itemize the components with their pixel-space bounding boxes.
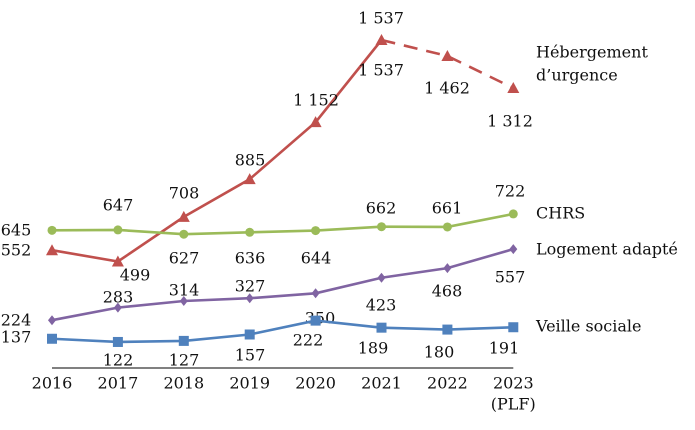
circle-marker <box>245 227 255 237</box>
x-tick-label: 2018 <box>163 374 204 393</box>
square-marker <box>178 335 189 346</box>
data-label: 1 537 <box>358 61 404 80</box>
data-label: 1 537 <box>358 9 404 28</box>
x-tick-sublabel: (PLF) <box>491 395 536 414</box>
diamond-marker <box>311 288 320 299</box>
data-label: 468 <box>432 282 463 301</box>
data-label: 314 <box>169 281 200 300</box>
square-marker <box>508 322 519 333</box>
data-label: 644 <box>301 249 332 268</box>
data-label: 423 <box>366 296 397 315</box>
circle-marker <box>377 222 386 232</box>
data-label: 662 <box>366 199 397 218</box>
data-label: 1 312 <box>487 112 533 131</box>
data-label: 224 <box>1 311 32 330</box>
x-tick-label: 2023 <box>493 374 534 393</box>
circle-marker <box>442 222 452 232</box>
x-tick-label: 2016 <box>32 374 73 393</box>
data-label: 327 <box>235 277 266 296</box>
diamond-marker <box>443 263 452 274</box>
data-label: 885 <box>235 151 266 170</box>
data-label: 222 <box>293 331 324 350</box>
data-label: 191 <box>489 339 520 358</box>
series-line <box>51 247 514 322</box>
data-label: 157 <box>235 346 266 365</box>
data-label: 127 <box>169 351 200 370</box>
data-label: 722 <box>495 182 526 201</box>
data-label: 661 <box>432 199 463 218</box>
data-label: 708 <box>169 184 200 203</box>
legend-label: CHRS <box>536 204 585 223</box>
triangle-marker <box>46 244 58 256</box>
legend-label: Logement adapté <box>536 240 678 259</box>
series-line <box>51 319 514 344</box>
square-marker <box>310 315 321 326</box>
diamond-marker <box>113 302 122 313</box>
circle-marker <box>179 229 189 239</box>
legend-label: Hébergement <box>536 43 648 62</box>
square-marker <box>376 322 387 333</box>
diamond-marker <box>179 295 188 306</box>
triangle-marker <box>243 173 256 185</box>
series-line <box>51 212 514 236</box>
triangle-marker <box>375 34 388 45</box>
data-label: 180 <box>424 343 455 362</box>
circle-marker <box>311 226 321 236</box>
x-tick-label: 2017 <box>98 374 139 393</box>
data-label: 552 <box>1 241 32 260</box>
square-marker <box>244 329 255 340</box>
triangle-marker <box>507 82 520 94</box>
diamond-marker <box>48 315 56 326</box>
square-marker <box>112 336 123 347</box>
legend-label: Veille sociale <box>535 317 642 336</box>
data-label: 647 <box>103 196 134 215</box>
data-label: 636 <box>235 249 266 268</box>
legend-label: d’urgence <box>536 66 618 85</box>
data-label: 627 <box>169 249 200 268</box>
triangle-marker <box>177 210 190 222</box>
data-label: 557 <box>495 268 526 287</box>
data-label: 283 <box>103 288 134 307</box>
square-marker <box>47 333 57 344</box>
circle-marker <box>508 209 518 219</box>
diamond-marker <box>377 272 386 283</box>
x-tick-label: 2019 <box>229 374 270 393</box>
data-label: 645 <box>1 221 32 240</box>
square-marker <box>442 324 453 335</box>
x-tick-label: 2021 <box>361 374 402 393</box>
x-tick-label: 2020 <box>295 374 336 393</box>
triangle-marker <box>309 116 322 128</box>
series-line-projected <box>381 38 514 90</box>
data-label: 122 <box>103 351 134 370</box>
diamond-marker <box>245 293 254 304</box>
circle-marker <box>47 225 57 235</box>
circle-marker <box>113 225 123 235</box>
series-line <box>51 39 383 263</box>
diamond-marker <box>509 244 518 255</box>
data-label: 499 <box>120 266 151 285</box>
data-label: 1 152 <box>293 91 339 110</box>
data-label: 189 <box>358 339 389 358</box>
data-label: 1 462 <box>424 79 470 98</box>
triangle-marker <box>111 255 124 267</box>
x-tick-label: 2022 <box>427 374 468 393</box>
triangle-marker <box>441 50 454 62</box>
data-label: 137 <box>1 328 32 347</box>
